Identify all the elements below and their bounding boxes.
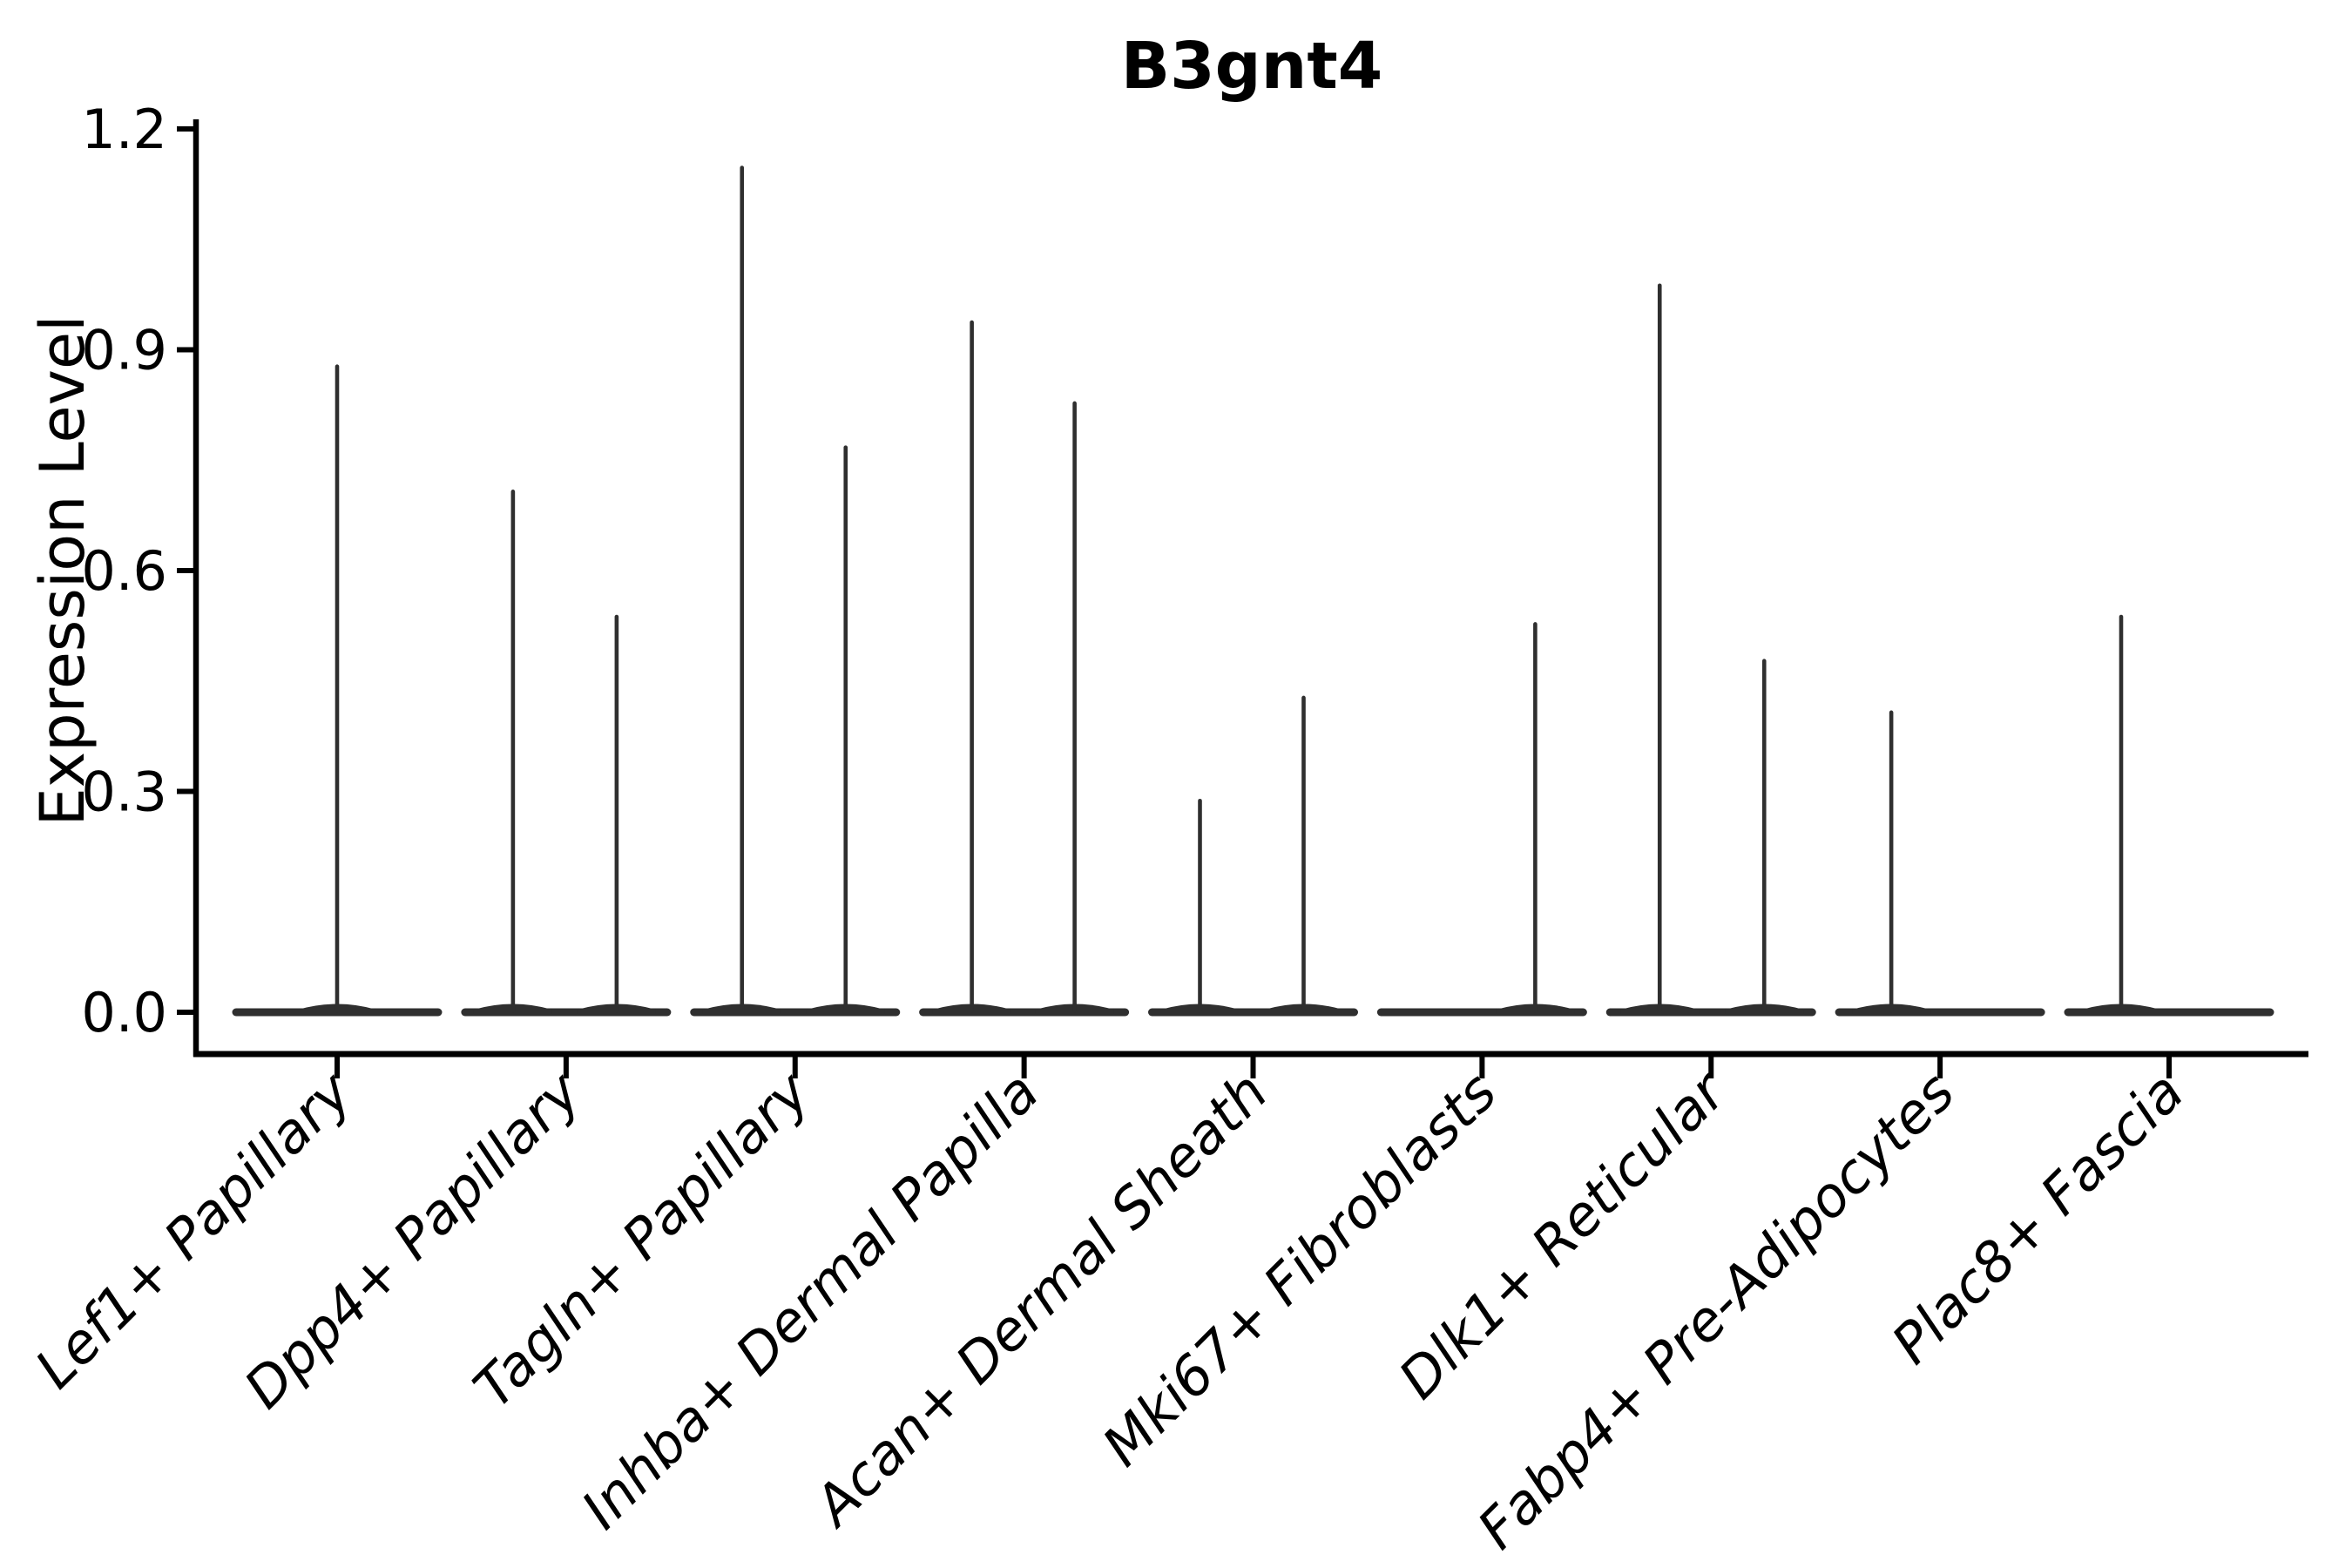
x-tick-label: Fabp4+ Pre-Adipocytes xyxy=(1466,1060,1967,1561)
x-tick-label: Mki67+ Fibroblasts xyxy=(1091,1060,1509,1478)
violins-layer xyxy=(232,166,2274,1017)
x-tick-label: Acan+ Dermal Sheath xyxy=(800,1060,1280,1540)
y-tick-label: 0.9 xyxy=(81,319,167,382)
y-tick-label: 0.0 xyxy=(81,981,167,1044)
x-tick-label: Inhba+ Dermal Papilla xyxy=(570,1060,1051,1541)
plot-title: B3gnt4 xyxy=(1121,29,1382,104)
y-tick-label: 0.3 xyxy=(81,760,167,824)
y-axis-label: Expression Level xyxy=(27,314,98,826)
y-tick-label: 0.6 xyxy=(81,539,167,603)
y-tick-label: 1.2 xyxy=(81,98,167,161)
